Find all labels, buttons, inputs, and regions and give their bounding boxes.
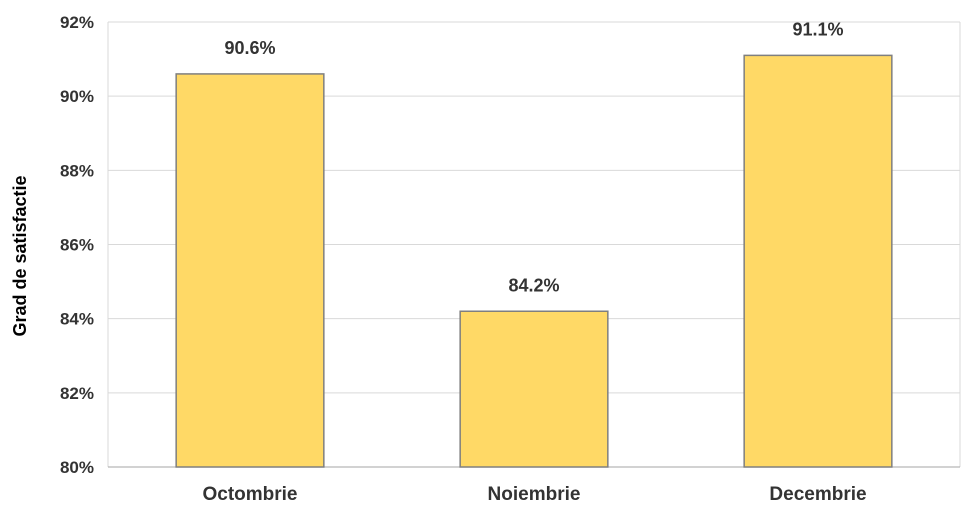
y-tick-label: 88%	[60, 161, 94, 180]
y-axis-label: Grad de satisfactie	[10, 175, 30, 336]
y-tick-label: 80%	[60, 458, 94, 477]
y-tick-labels: 80% 82% 84% 86% 88% 90% 92%	[60, 13, 94, 477]
data-label: 90.6%	[224, 38, 275, 58]
x-category-label: Octombrie	[202, 484, 297, 505]
y-tick-label: 92%	[60, 13, 94, 32]
y-tick-label: 82%	[60, 384, 94, 403]
y-tick-label: 90%	[60, 87, 94, 106]
y-tick-label: 84%	[60, 310, 94, 329]
data-labels: 90.6% 84.2% 91.1%	[224, 19, 843, 295]
x-category-label: Noiembrie	[488, 484, 581, 505]
bars	[175, 54, 893, 468]
y-tick-label: 86%	[60, 236, 94, 255]
bar-octombrie	[175, 73, 325, 468]
bar-noiembrie	[459, 310, 609, 468]
bar-decembrie	[743, 54, 893, 468]
x-category-labels: Octombrie Noiembrie Decembrie	[202, 484, 866, 505]
data-label: 91.1%	[792, 19, 843, 39]
data-label: 84.2%	[508, 275, 559, 295]
x-category-label: Decembrie	[769, 484, 866, 505]
